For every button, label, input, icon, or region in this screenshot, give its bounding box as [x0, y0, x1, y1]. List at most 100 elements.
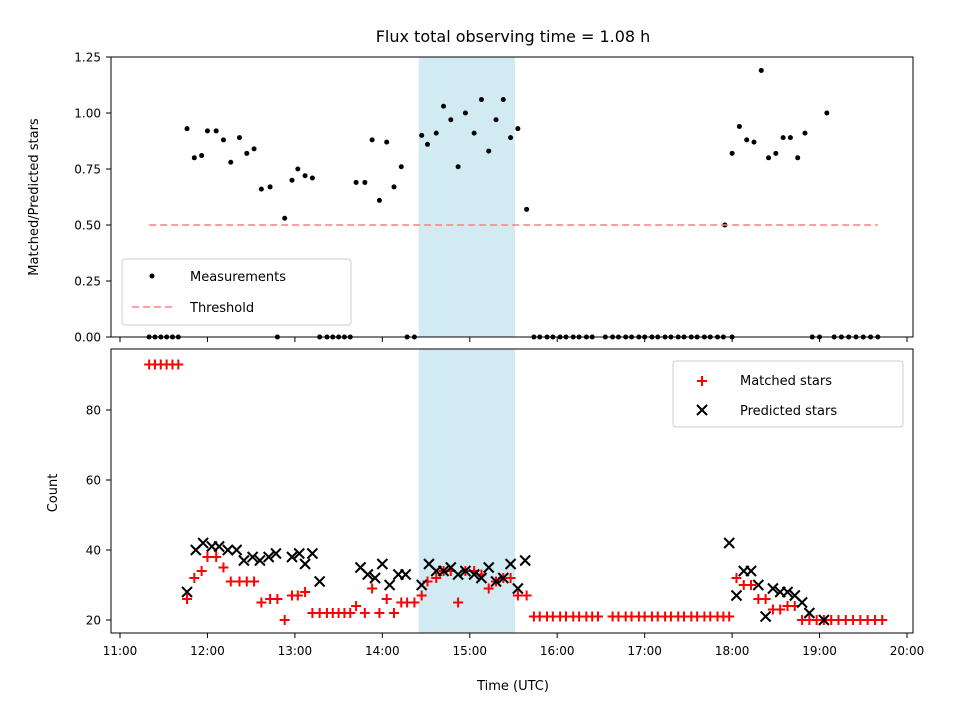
predicted-star-point: [512, 582, 524, 595]
y-tick-label: 20: [86, 614, 101, 628]
measurement-point: [787, 135, 793, 141]
measurement-point: [462, 110, 468, 116]
predicted-star-point: [299, 558, 311, 570]
predicted-star-point: [803, 607, 816, 619]
matched-star-point: [521, 590, 532, 601]
predicted-star-point: [796, 596, 808, 609]
x-tick-label: 16:00: [540, 644, 575, 658]
predicted-star-point: [504, 558, 517, 570]
bottom-axes-frame: [110, 348, 914, 634]
matched-star-point: [877, 615, 888, 625]
matched-star-point: [409, 597, 420, 608]
matched-star-point: [760, 594, 771, 604]
measurement-point: [780, 135, 786, 141]
matched-star-point: [272, 594, 283, 604]
predicted-star-point: [752, 579, 765, 591]
measurement-point: [471, 130, 477, 136]
top-highlight-span: [418, 57, 515, 337]
predicted-star-point: [369, 572, 381, 584]
predicted-star-point: [437, 565, 450, 577]
predicted-star-point: [238, 554, 250, 567]
matched-star-point: [256, 597, 267, 608]
predicted-star-point: [745, 565, 757, 577]
measurement-point: [353, 179, 359, 185]
matched-star-point: [512, 590, 523, 601]
predicted-star-point: [286, 551, 298, 563]
legend-measurements-label: Measurements: [190, 270, 286, 285]
x-tick-label: 17:00: [627, 644, 662, 658]
predicted-star-point: [767, 582, 779, 595]
predicted-star-point: [459, 565, 472, 577]
matched-star-point: [388, 608, 399, 618]
legend-measurements-marker: [149, 273, 155, 279]
y-tick-label: 40: [86, 544, 101, 558]
top-x-ticks: [119, 337, 908, 342]
predicted-star-point: [222, 544, 234, 556]
measurement-point: [204, 128, 210, 134]
y-tick-label: 0.00: [74, 331, 101, 345]
predicted-star-point: [452, 568, 464, 581]
bottom-marks: [144, 359, 888, 626]
measurement-point: [508, 135, 514, 141]
measurement-point: [802, 130, 808, 136]
matched-star-point: [225, 576, 236, 587]
measurement-point: [302, 173, 308, 179]
predicted-star-point: [181, 586, 193, 598]
x-axis-label: Time (UTC): [476, 679, 549, 694]
y-tick-label: 60: [86, 474, 101, 488]
legend-matched-marker: [697, 376, 707, 386]
legend-predicted-label: Predicted stars: [740, 404, 837, 419]
y-tick-label: 1.00: [74, 107, 101, 121]
predicted-star-point: [399, 568, 412, 581]
measurement-point: [251, 146, 257, 152]
predicted-star-point: [270, 547, 282, 560]
bottom-ylabel: Count: [46, 474, 61, 513]
measurement-point: [191, 155, 197, 161]
matched-star-point: [202, 552, 213, 562]
matched-star-point: [724, 611, 735, 622]
bottom-y-ticks: 20 40 60 80: [86, 404, 111, 628]
measurement-point: [369, 137, 375, 143]
top-legend: Measurements Threshold: [121, 258, 352, 326]
measurement-point: [258, 186, 264, 192]
measurement-point: [729, 150, 735, 156]
measurement-point: [282, 215, 288, 221]
bottom-legend: Matched stars Predicted stars: [672, 360, 904, 428]
top-marks: [146, 67, 881, 340]
matched-star-point: [189, 573, 200, 583]
bottom-legend-box: [672, 360, 904, 428]
measurement-point: [376, 197, 382, 203]
measurement-point: [478, 97, 484, 103]
bottom-highlight-span: [418, 349, 515, 633]
matched-star-point: [453, 597, 464, 608]
matched-star-point: [381, 594, 392, 604]
predicted-star-point: [197, 537, 209, 549]
measurement-point: [384, 139, 390, 145]
predicted-star-point: [483, 561, 495, 574]
matched-star-point: [351, 601, 362, 611]
predicted-star-point: [519, 554, 531, 567]
matched-star-point: [196, 566, 207, 576]
predicted-star-point: [468, 568, 480, 581]
measurement-point: [295, 166, 301, 172]
measurement-point: [289, 177, 295, 183]
measurement-point: [433, 130, 439, 136]
y-tick-label: 0.25: [74, 275, 101, 289]
matched-star-point: [359, 608, 370, 618]
x-tick-label: 19:00: [802, 644, 837, 658]
matched-star-point: [182, 594, 193, 604]
matched-star-point: [211, 552, 222, 562]
predicted-star-point: [781, 586, 794, 598]
predicted-star-point: [415, 579, 428, 591]
measurement-point: [758, 67, 764, 73]
predicted-star-point: [362, 568, 374, 581]
predicted-star-point: [230, 544, 243, 556]
matched-star-point: [431, 573, 442, 583]
x-tick-label: 14:00: [365, 644, 400, 658]
legend-matched-label: Matched stars: [740, 374, 832, 389]
top-y-ticks: 0.00 0.25 0.50 0.75 1.00 1.25: [74, 51, 111, 345]
predicted-star-point: [254, 554, 266, 567]
measurement-point: [500, 97, 506, 103]
measurement-point: [184, 126, 190, 132]
predicted-star-point: [213, 540, 225, 553]
